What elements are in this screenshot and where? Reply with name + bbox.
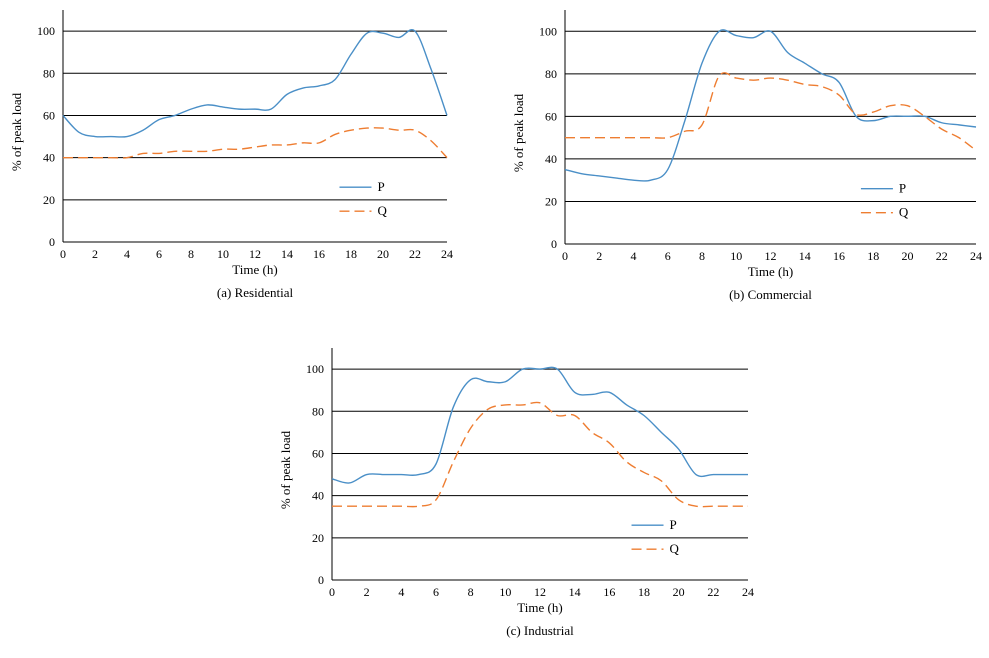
x-tick-label: 0 <box>60 247 66 261</box>
y-tick-label: 0 <box>551 237 557 251</box>
y-axis-label: % of peak load <box>9 92 24 171</box>
y-tick-label: 100 <box>539 24 557 38</box>
x-axis-label: Time (h) <box>748 264 793 279</box>
x-tick-label: 8 <box>188 247 194 261</box>
chart-caption: (b) Commercial <box>729 287 812 302</box>
series-line-P <box>62 29 448 138</box>
x-tick-label: 12 <box>534 585 546 599</box>
x-tick-label: 22 <box>409 247 421 261</box>
x-axis-label: Time (h) <box>232 262 277 277</box>
x-tick-label: 4 <box>398 585 404 599</box>
y-tick-label: 80 <box>545 67 557 81</box>
y-tick-label: 60 <box>312 446 324 460</box>
x-tick-label: 6 <box>433 585 439 599</box>
x-tick-label: 14 <box>569 585 581 599</box>
x-tick-label: 20 <box>673 585 685 599</box>
y-tick-label: 100 <box>37 24 55 38</box>
x-tick-label: 24 <box>441 247 453 261</box>
x-tick-label: 12 <box>249 247 261 261</box>
y-tick-label: 60 <box>545 109 557 123</box>
y-axis-label: % of peak load <box>511 93 526 172</box>
x-tick-label: 4 <box>124 247 130 261</box>
x-tick-label: 16 <box>603 585 615 599</box>
x-tick-label: 6 <box>665 249 671 263</box>
x-tick-label: 4 <box>631 249 637 263</box>
x-tick-label: 20 <box>377 247 389 261</box>
x-tick-label: 0 <box>562 249 568 263</box>
x-tick-label: 0 <box>329 585 335 599</box>
x-tick-label: 8 <box>468 585 474 599</box>
x-tick-label: 10 <box>499 585 511 599</box>
x-tick-label: 22 <box>707 585 719 599</box>
legend-label-P: P <box>377 179 384 194</box>
y-axis-label: % of peak load <box>278 430 293 509</box>
x-tick-label: 20 <box>902 249 914 263</box>
y-tick-label: 20 <box>43 193 55 207</box>
series-line-Q <box>62 127 448 159</box>
x-tick-label: 10 <box>730 249 742 263</box>
y-tick-label: 80 <box>312 404 324 418</box>
chart-caption: (a) Residential <box>217 285 294 300</box>
x-tick-label: 16 <box>313 247 325 261</box>
legend-label-Q: Q <box>899 205 909 220</box>
y-tick-label: 40 <box>545 152 557 166</box>
series-line-Q <box>331 401 748 508</box>
series-line-P <box>331 366 748 484</box>
y-tick-label: 40 <box>312 489 324 503</box>
y-tick-label: 0 <box>49 235 55 249</box>
x-tick-label: 14 <box>799 249 811 263</box>
legend-label-P: P <box>670 517 677 532</box>
x-tick-label: 14 <box>281 247 293 261</box>
x-tick-label: 10 <box>217 247 229 261</box>
y-tick-label: 20 <box>545 194 557 208</box>
x-axis-label: Time (h) <box>517 600 562 615</box>
x-tick-label: 16 <box>833 249 845 263</box>
y-tick-label: 100 <box>306 362 324 376</box>
x-tick-label: 18 <box>867 249 879 263</box>
legend-label-P: P <box>899 181 906 196</box>
y-tick-label: 80 <box>43 66 55 80</box>
x-tick-label: 24 <box>970 249 982 263</box>
y-tick-label: 20 <box>312 531 324 545</box>
series-line-Q <box>565 72 977 151</box>
y-tick-label: 0 <box>318 573 324 587</box>
y-tick-label: 60 <box>43 108 55 122</box>
x-tick-label: 2 <box>596 249 602 263</box>
chart-caption: (c) Industrial <box>506 623 574 638</box>
x-tick-label: 2 <box>364 585 370 599</box>
x-tick-label: 24 <box>742 585 754 599</box>
x-tick-label: 22 <box>936 249 948 263</box>
x-tick-label: 18 <box>345 247 357 261</box>
legend-label-Q: Q <box>377 203 387 218</box>
y-tick-label: 40 <box>43 151 55 165</box>
x-tick-label: 2 <box>92 247 98 261</box>
series-line-P <box>564 29 977 182</box>
legend-label-Q: Q <box>670 541 680 556</box>
x-tick-label: 8 <box>699 249 705 263</box>
x-tick-label: 12 <box>765 249 777 263</box>
x-tick-label: 18 <box>638 585 650 599</box>
x-tick-label: 6 <box>156 247 162 261</box>
